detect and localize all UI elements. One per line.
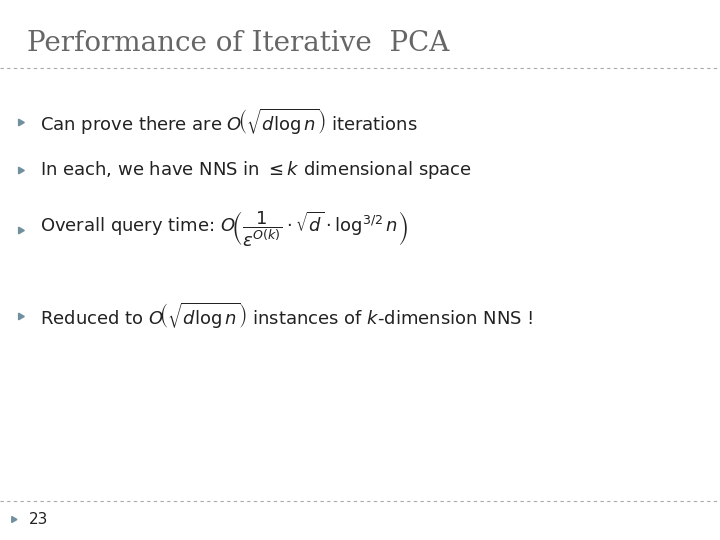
Text: Reduced to $O\!\left(\sqrt{d\log n}\right)$ instances of $k$-dimension NNS !: Reduced to $O\!\left(\sqrt{d\log n}\righ… xyxy=(40,301,533,331)
Text: Can prove there are $O\!\left(\sqrt{d\log n}\right)$ iterations: Can prove there are $O\!\left(\sqrt{d\lo… xyxy=(40,106,417,137)
Text: 23: 23 xyxy=(29,512,48,527)
Text: Overall query time: $O\!\left(\dfrac{1}{\epsilon^{O(k)}} \cdot \sqrt{d} \cdot \l: Overall query time: $O\!\left(\dfrac{1}{… xyxy=(40,210,408,249)
Text: In each, we have NNS in $\leq k$ dimensional space: In each, we have NNS in $\leq k$ dimensi… xyxy=(40,159,472,181)
Text: Performance of Iterative  PCA: Performance of Iterative PCA xyxy=(27,30,450,57)
